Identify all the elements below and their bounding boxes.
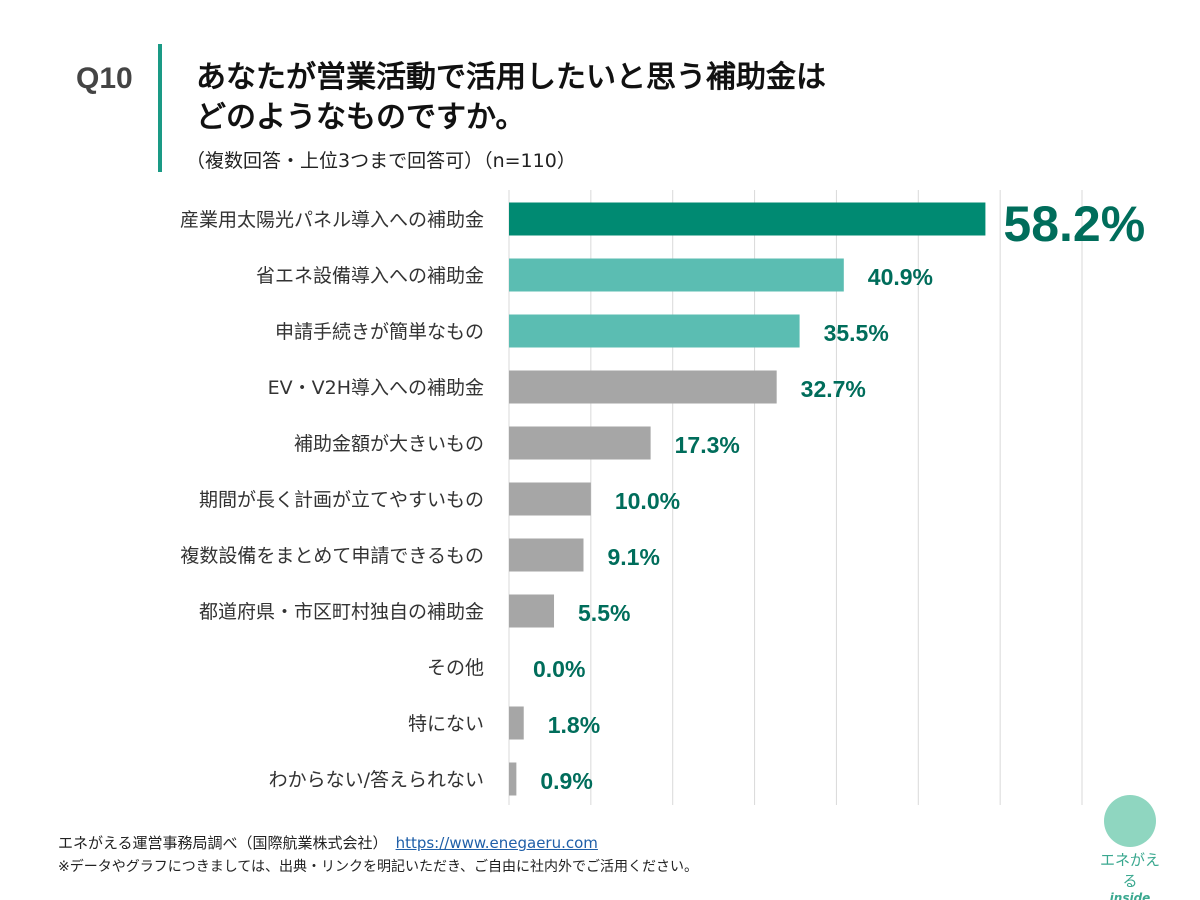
data-label: 17.3%	[675, 432, 740, 458]
category-label: 補助金額が大きいもの	[294, 433, 484, 455]
category-label: 都道府県・市区町村独自の補助金	[199, 601, 484, 623]
bar	[509, 762, 517, 796]
bar	[509, 370, 777, 404]
frog-bulb-icon	[1104, 795, 1156, 847]
logo-text: エネがえる	[1099, 851, 1160, 890]
category-label: その他	[427, 657, 484, 679]
category-label: 複数設備をまとめて申請できるもの	[180, 545, 484, 567]
category-label: 産業用太陽光パネル導入への補助金	[180, 209, 484, 231]
bar	[509, 202, 986, 236]
category-label: 省エネ設備導入への補助金	[256, 265, 484, 287]
data-label: 58.2%	[1003, 196, 1145, 252]
bar	[509, 482, 591, 516]
source-link[interactable]: https://www.enegaeru.com	[395, 834, 598, 852]
source-text: エネがえる運営事務局調べ（国際航業株式会社）	[58, 834, 388, 852]
data-label: 40.9%	[868, 264, 933, 290]
category-label: 期間が長く計画が立てやすいもの	[199, 489, 484, 511]
bar	[509, 594, 555, 628]
category-label: 申請手続きが簡単なもの	[275, 321, 484, 343]
category-label: 特にない	[408, 713, 484, 735]
bar	[509, 314, 800, 348]
bar	[509, 538, 584, 572]
enegaeru-logo: エネがえる inside	[1098, 795, 1162, 900]
data-label: 1.8%	[548, 712, 600, 738]
logo-sub: inside	[1109, 891, 1151, 900]
title-line-2: どのようなものですか。	[196, 100, 526, 135]
data-label: 5.5%	[578, 600, 630, 626]
data-label: 35.5%	[824, 320, 889, 346]
question-number: Q10	[76, 62, 133, 95]
title-line-1: あなたが営業活動で活用したいと思う補助金は	[196, 60, 826, 95]
usage-note: ※データやグラフにつきましては、出典・リンクを明記いただき、ご自由に社内外でご活…	[58, 859, 699, 875]
bar	[509, 706, 524, 740]
data-label: 0.9%	[540, 768, 592, 794]
data-label: 9.1%	[607, 544, 659, 570]
bar	[509, 426, 651, 460]
source-line: エネがえる運営事務局調べ（国際航業株式会社） https://www.enegae…	[58, 832, 598, 853]
title-divider	[158, 44, 162, 172]
data-label: 0.0%	[533, 656, 585, 682]
category-label: わからない/答えられない	[269, 769, 484, 791]
chart-subtitle: （複数回答・上位3つまで回答可）（n=110）	[186, 150, 576, 172]
bar	[509, 258, 844, 292]
data-label: 10.0%	[615, 488, 680, 514]
category-label: EV・V2H導入への補助金	[268, 377, 484, 399]
data-label: 32.7%	[801, 376, 866, 402]
chart-title: あなたが営業活動で活用したいと思う補助金は どのようなものですか。	[196, 58, 826, 138]
